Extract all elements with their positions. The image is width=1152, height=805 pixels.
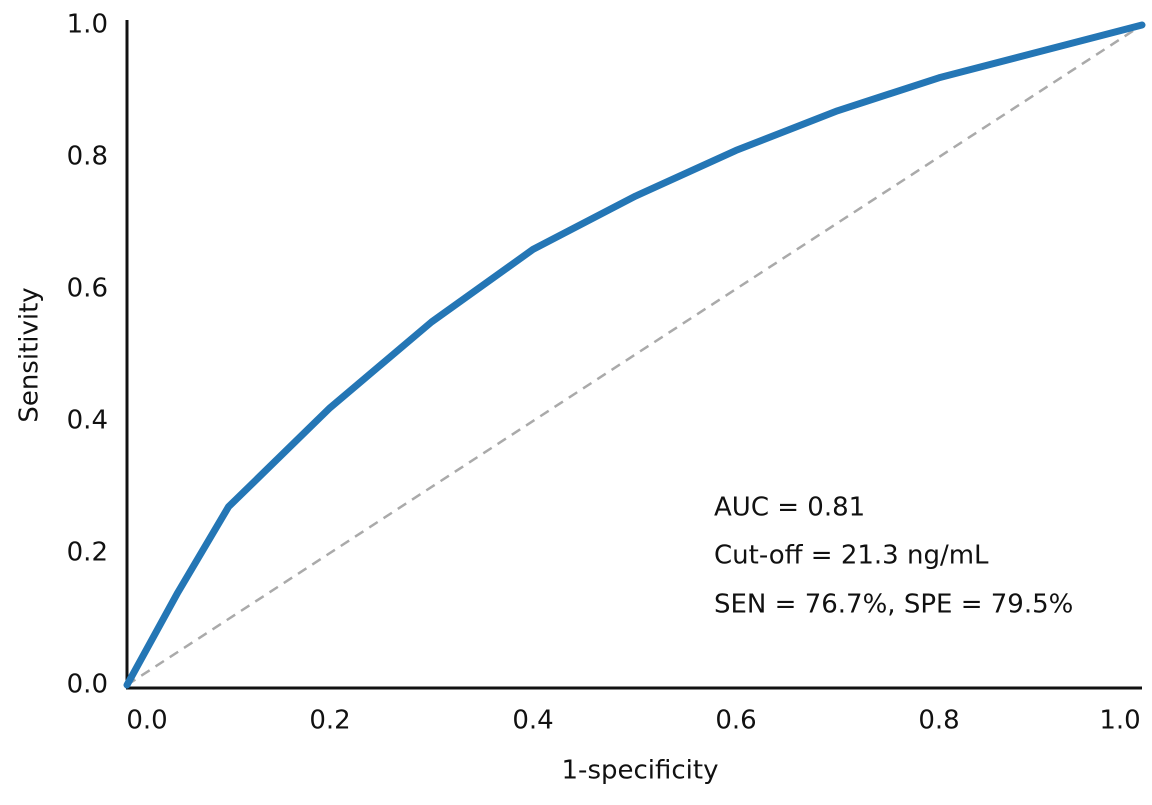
x-axis-label: 1-specificity	[562, 756, 719, 786]
y-tick-label: 1.0	[67, 10, 108, 40]
y-tick-label: 0.0	[67, 670, 108, 700]
annotation: Cut-off = 21.3 ng/mL	[714, 541, 989, 571]
annotation: AUC = 0.81	[714, 493, 865, 523]
y-axis-label: Sensitivity	[15, 287, 45, 422]
x-tick-label: 0.6	[715, 706, 756, 736]
x-tick-label: 0.4	[512, 706, 553, 736]
y-tick-label: 0.4	[67, 406, 108, 436]
x-tick-label: 0.0	[126, 706, 167, 736]
roc-curve	[123, 21, 1146, 689]
y-tick-label: 0.2	[67, 538, 108, 568]
x-tick-label: 0.2	[309, 706, 350, 736]
x-tick-label: 1.0	[1099, 706, 1140, 736]
annotation: SEN = 76.7%, SPE = 79.5%	[714, 590, 1073, 620]
y-tick-label: 0.8	[67, 142, 108, 172]
reference-line	[126, 23, 1143, 687]
x-tick-label: 0.8	[918, 706, 959, 736]
y-tick-label: 0.6	[67, 274, 108, 304]
